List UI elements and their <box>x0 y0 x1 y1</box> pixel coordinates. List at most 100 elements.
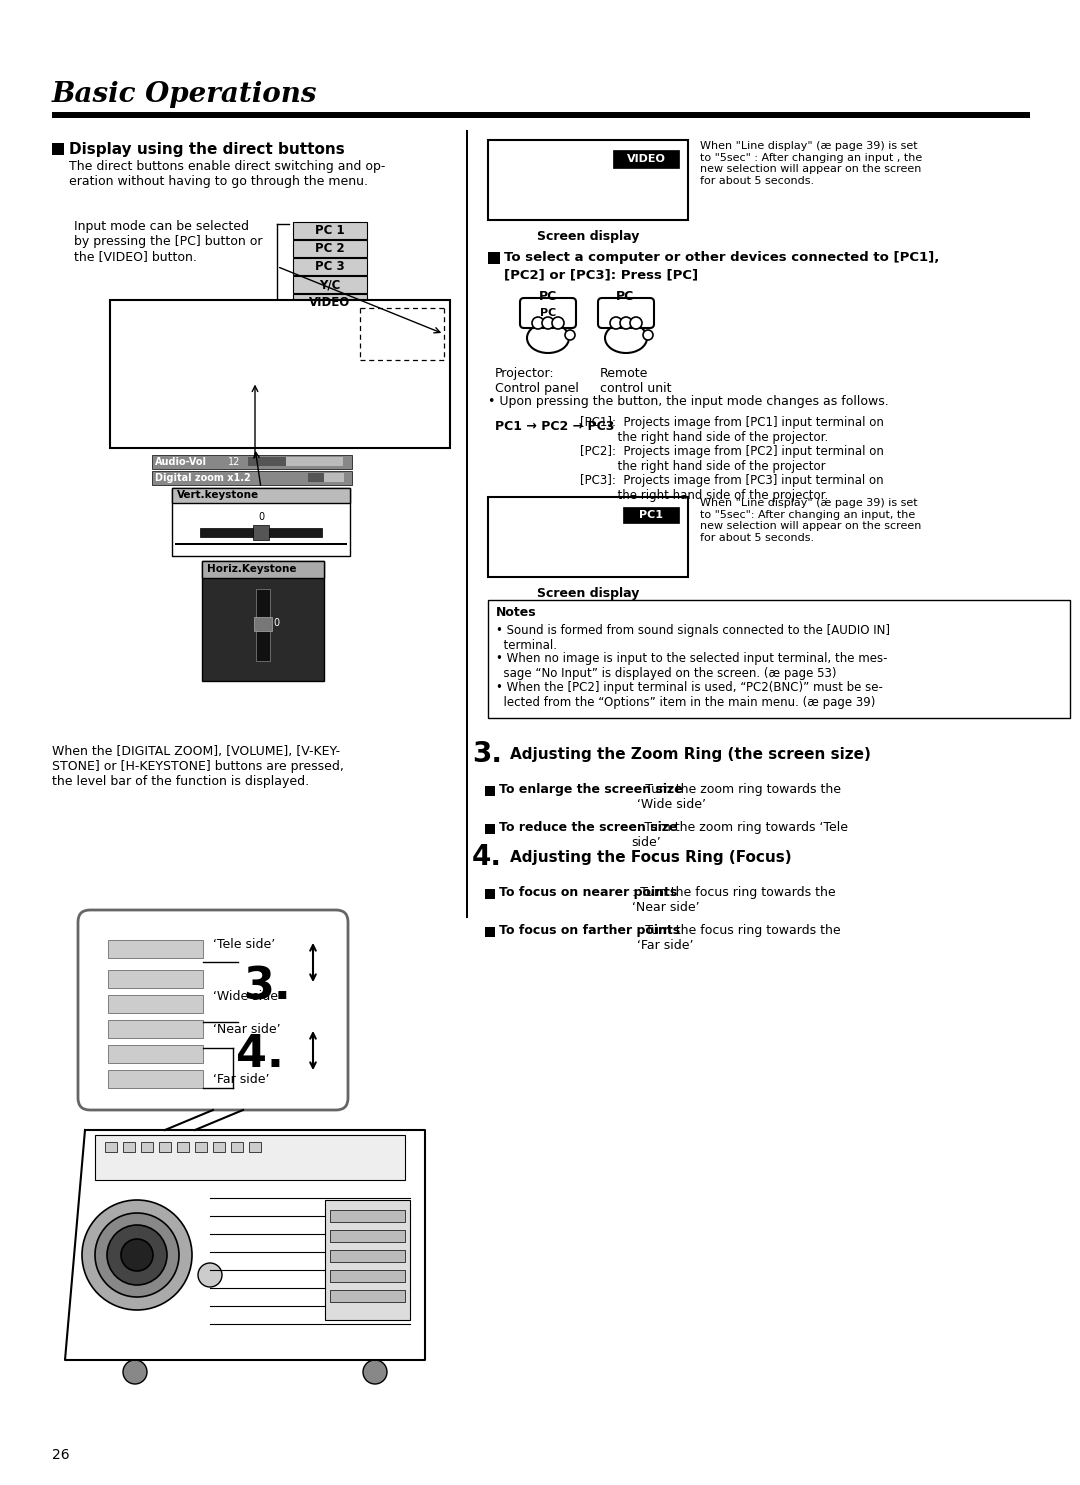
Text: When the [DIGITAL ZOOM], [VOLUME], [V-KEY-
STONE] or [H-KEYSTONE] buttons are pr: When the [DIGITAL ZOOM], [VOLUME], [V-KE… <box>52 745 343 789</box>
Text: PC: PC <box>616 290 634 303</box>
Circle shape <box>542 316 554 330</box>
Text: [PC2] or [PC3]: Press [PC]: [PC2] or [PC3]: Press [PC] <box>504 267 698 281</box>
Text: : Turn the focus ring towards the
‘Near side’: : Turn the focus ring towards the ‘Near … <box>632 887 835 913</box>
Text: Vert.keystone: Vert.keystone <box>177 490 259 500</box>
Bar <box>330 1270 405 1282</box>
Bar <box>485 927 495 937</box>
Bar <box>254 616 272 631</box>
Bar <box>488 252 500 264</box>
Text: [PC2]:  Projects image from [PC2] input terminal on
          the right hand sid: [PC2]: Projects image from [PC2] input t… <box>580 446 883 474</box>
Circle shape <box>643 330 653 340</box>
Bar <box>330 1290 405 1302</box>
Bar <box>195 1142 207 1152</box>
Bar <box>293 221 367 239</box>
Bar <box>200 529 322 538</box>
Bar <box>175 544 347 545</box>
Text: 3.: 3. <box>472 740 502 768</box>
Text: Y/C: Y/C <box>320 278 340 291</box>
Text: Horiz.Keystone: Horiz.Keystone <box>207 564 297 575</box>
Text: PC1 → PC2 → PC3: PC1 → PC2 → PC3 <box>495 420 615 434</box>
Text: Remote
control unit: Remote control unit <box>600 367 672 395</box>
Bar <box>308 474 345 483</box>
Bar <box>293 241 367 257</box>
Text: To focus on nearer points: To focus on nearer points <box>499 887 677 898</box>
Polygon shape <box>324 515 340 532</box>
Bar <box>613 150 679 168</box>
Bar <box>172 489 350 503</box>
Bar <box>52 143 64 154</box>
Bar <box>248 457 286 466</box>
Text: • Upon pressing the button, the input mode changes as follows.: • Upon pressing the button, the input mo… <box>488 395 889 408</box>
Bar <box>253 526 269 541</box>
Text: Adjusting the Focus Ring (Focus): Adjusting the Focus Ring (Focus) <box>510 849 792 864</box>
Circle shape <box>532 316 544 330</box>
Text: Notes: Notes <box>496 606 537 619</box>
Bar <box>330 1210 405 1222</box>
Text: :  Turn the zoom ring towards ‘Tele
side’: : Turn the zoom ring towards ‘Tele side’ <box>632 821 848 849</box>
Bar <box>108 1045 203 1063</box>
Bar <box>308 474 324 483</box>
Circle shape <box>198 1264 222 1287</box>
Text: VIDEO: VIDEO <box>626 154 665 163</box>
Text: • When the [PC2] input terminal is used, “PC2(BNC)” must be se-
  lected from th: • When the [PC2] input terminal is used,… <box>496 682 882 708</box>
Bar <box>256 590 270 661</box>
Bar <box>141 1142 153 1152</box>
Bar <box>249 1142 261 1152</box>
Text: PC1: PC1 <box>639 509 663 520</box>
FancyBboxPatch shape <box>598 298 654 328</box>
Text: : Turn the zoom ring towards the
‘Wide side’: : Turn the zoom ring towards the ‘Wide s… <box>637 783 841 811</box>
Text: Screen display: Screen display <box>537 230 639 244</box>
Bar <box>108 995 203 1013</box>
Text: [PC3]:  Projects image from [PC3] input terminal on
          the right hand sid: [PC3]: Projects image from [PC3] input t… <box>580 474 883 502</box>
Circle shape <box>565 330 575 340</box>
Bar <box>465 131 468 918</box>
Text: 0: 0 <box>273 618 279 628</box>
Text: PC: PC <box>539 290 557 303</box>
Bar <box>231 1142 243 1152</box>
Circle shape <box>121 1238 153 1271</box>
Bar <box>152 471 352 486</box>
Bar <box>202 561 324 578</box>
Bar <box>108 970 203 988</box>
Text: Input mode can be selected
by pressing the [PC] button or
the [VIDEO] button.: Input mode can be selected by pressing t… <box>75 220 262 263</box>
Text: To reduce the screen size: To reduce the screen size <box>499 821 677 835</box>
Text: 4.: 4. <box>472 843 502 872</box>
Circle shape <box>123 1360 147 1384</box>
Text: • Sound is formed from sound signals connected to the [AUDIO IN]
  terminal.: • Sound is formed from sound signals con… <box>496 624 890 652</box>
Bar <box>293 258 367 275</box>
Text: 26: 26 <box>52 1448 69 1463</box>
Text: • When no image is input to the selected input terminal, the mes-
  sage “No Inp: • When no image is input to the selected… <box>496 652 888 680</box>
FancyBboxPatch shape <box>78 910 348 1109</box>
Text: Projector:
Control panel: Projector: Control panel <box>495 367 579 395</box>
Text: PC 2: PC 2 <box>315 242 345 255</box>
Bar <box>488 497 688 578</box>
Polygon shape <box>183 515 198 532</box>
Circle shape <box>630 316 642 330</box>
Bar <box>95 1135 405 1181</box>
Text: Digital zoom x1.2: Digital zoom x1.2 <box>156 474 251 483</box>
Circle shape <box>147 988 163 1002</box>
Bar <box>159 1142 171 1152</box>
Bar <box>623 506 679 523</box>
Text: Screen display: Screen display <box>537 587 639 600</box>
Text: 3.: 3. <box>243 965 291 1008</box>
Bar <box>108 1071 203 1089</box>
Bar <box>330 1230 405 1241</box>
Polygon shape <box>257 659 269 668</box>
Bar <box>330 1250 405 1262</box>
Text: To enlarge the screen size: To enlarge the screen size <box>499 783 683 796</box>
Text: [PC1]:  Projects image from [PC1] input terminal on
          the right hand sid: [PC1]: Projects image from [PC1] input t… <box>580 416 883 444</box>
Bar <box>202 561 324 682</box>
Text: To focus on farther points: To focus on farther points <box>499 924 680 937</box>
Text: ‘Near side’: ‘Near side’ <box>213 1023 281 1037</box>
Text: Adjusting the Zoom Ring (the screen size): Adjusting the Zoom Ring (the screen size… <box>510 747 870 762</box>
Polygon shape <box>257 585 269 593</box>
Bar <box>485 890 495 898</box>
Bar <box>488 600 1070 719</box>
Text: PC 1: PC 1 <box>315 224 345 238</box>
Text: PC: PC <box>540 307 556 318</box>
Bar <box>293 276 367 293</box>
Bar <box>152 454 352 469</box>
Bar <box>110 300 450 448</box>
Bar <box>52 111 1030 117</box>
